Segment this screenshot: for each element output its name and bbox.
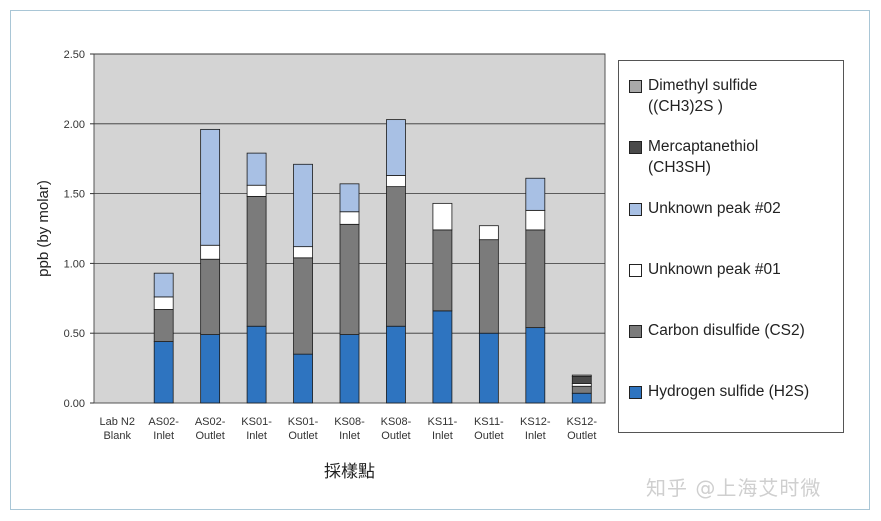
x-tick-label: Inlet — [432, 430, 453, 442]
x-tick-label: Outlet — [474, 430, 503, 442]
bar-segment — [200, 244, 221, 260]
bar-segment — [525, 327, 546, 404]
watermark: 知乎 @上海艾时微 — [646, 476, 822, 500]
x-tick-label: Inlet — [525, 430, 546, 442]
legend-label: Hydrogen sulfide (H2S) — [648, 383, 810, 400]
x-tick-label: Inlet — [246, 430, 267, 442]
bar-segment — [432, 310, 453, 404]
bar-segment — [293, 163, 313, 248]
legend-label-sub: ((CH3)2S ) — [648, 98, 723, 115]
y-tick-label: 1.00 — [64, 258, 85, 270]
legend-label-sub: (CH3SH) — [648, 159, 711, 176]
legend-item-carbon-disulfide: Carbon disulfide (CS2) — [629, 320, 843, 341]
bar-segment — [571, 383, 592, 387]
bar-segment — [339, 334, 360, 404]
y-tick-label: 2.00 — [64, 119, 85, 131]
bar-segment — [246, 184, 267, 197]
bar-segment — [478, 225, 499, 241]
bar-segment — [525, 209, 546, 231]
bar-segment — [339, 211, 360, 225]
bar-segment — [153, 341, 174, 404]
bar-segment — [478, 332, 499, 404]
bar-segment — [386, 186, 406, 327]
bar-segment — [432, 202, 453, 231]
x-axis-title: 採樣點 — [324, 462, 375, 482]
legend-swatch — [629, 386, 642, 399]
x-tick-label: KS11- — [428, 416, 458, 428]
x-tick-label: AS02- — [195, 416, 226, 428]
bar-segment — [386, 325, 406, 404]
y-tick-label: 0.50 — [64, 328, 85, 340]
bar-segment — [246, 195, 267, 327]
legend-item-unknown-peak-01: Unknown peak #01 — [629, 259, 843, 280]
bar-segment — [200, 128, 221, 246]
bar-segment — [386, 175, 406, 188]
legend-swatch — [629, 264, 642, 277]
bar-segment — [246, 152, 267, 186]
legend-item-unknown-peak-02: Unknown peak #02 — [629, 198, 843, 219]
x-tick-label: KS01- — [241, 416, 272, 428]
bar-segment — [432, 229, 453, 312]
x-tick-label: KS12- — [520, 416, 551, 428]
x-tick-label: Inlet — [339, 430, 360, 442]
bar-segment — [200, 334, 221, 404]
bar-segment — [571, 376, 592, 384]
bar-segment — [339, 223, 360, 335]
bar-segment — [293, 246, 313, 259]
bar-segment — [153, 309, 174, 342]
x-tick-label: Outlet — [567, 430, 596, 442]
x-tick-label: AS02- — [148, 416, 179, 428]
bar-segment — [293, 257, 313, 355]
x-tick-label: KS12- — [566, 416, 597, 428]
legend-swatch — [629, 141, 642, 154]
legend-item-mercaptanethiol: Mercaptanethiol (CH3SH) — [629, 136, 843, 178]
legend-label: Dimethyl sulfide — [648, 77, 758, 94]
bar-segment — [525, 177, 546, 211]
bar-segment — [525, 229, 546, 329]
x-tick-label: Inlet — [153, 430, 174, 442]
legend-item-hydrogen-sulfide: Hydrogen sulfide (H2S) — [629, 381, 843, 402]
legend-label: Mercaptanethiol — [648, 138, 759, 155]
legend-label: Carbon disulfide (CS2) — [648, 322, 805, 339]
bar-segment — [478, 239, 499, 334]
y-tick-label: 2.50 — [64, 49, 85, 61]
legend-label: Unknown peak #02 — [648, 200, 781, 217]
bar-segment — [571, 392, 592, 404]
bar-segment — [246, 325, 267, 404]
x-tick-label: KS01- — [288, 416, 319, 428]
legend-item-dimethyl-sulfide: Dimethyl sulfide ((CH3)2S ) — [629, 75, 843, 117]
bar-segment — [153, 272, 174, 298]
x-tick-label: Outlet — [381, 430, 410, 442]
x-tick-label: KS08- — [381, 416, 412, 428]
bar-segment — [293, 353, 313, 404]
bar-segment — [386, 119, 406, 176]
y-tick-label: 1.50 — [64, 189, 85, 201]
legend-swatch — [629, 203, 642, 216]
x-tick-label: Blank — [103, 430, 131, 442]
chart-legend: Dimethyl sulfide ((CH3)2S ) Mercaptanethi… — [618, 60, 844, 433]
legend-label: Unknown peak #01 — [648, 261, 781, 278]
bar-segment — [571, 385, 592, 394]
legend-swatch — [629, 80, 642, 93]
x-tick-label: KS08- — [334, 416, 365, 428]
x-tick-label: KS11- — [474, 416, 504, 428]
x-tick-label: Outlet — [288, 430, 317, 442]
x-tick-label: Lab N2 — [99, 416, 134, 428]
y-axis-title: ppb (by molar) — [35, 180, 52, 277]
y-tick-label: 0.00 — [64, 398, 85, 410]
bar-segment — [571, 374, 592, 377]
bar-segment — [153, 296, 174, 310]
bar-segment — [200, 258, 221, 335]
legend-swatch — [629, 325, 642, 338]
bar-segment — [339, 183, 360, 213]
x-tick-label: Outlet — [195, 430, 224, 442]
